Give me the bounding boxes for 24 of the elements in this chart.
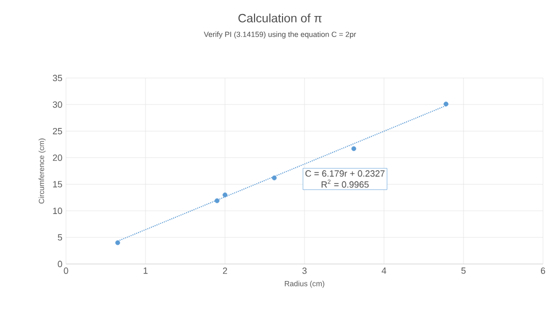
x-tick-label: 1 bbox=[144, 268, 148, 274]
x-tick-label: 3 bbox=[302, 268, 307, 274]
x-tick-label: 0 bbox=[64, 268, 68, 274]
x-tick-label: 4 bbox=[382, 268, 386, 274]
x-tick-label: 5 bbox=[461, 268, 466, 274]
point bbox=[222, 192, 228, 198]
y-tick-label: 15 bbox=[53, 181, 62, 188]
y-tick-label: 10 bbox=[53, 208, 62, 214]
annotation: R$^{2}$ = 0.9965 bbox=[322, 180, 369, 188]
y-tick-label: 35 bbox=[52, 74, 62, 82]
point bbox=[444, 102, 448, 106]
y-tick-label: 25 bbox=[52, 128, 62, 134]
point bbox=[351, 146, 356, 152]
point bbox=[115, 240, 120, 246]
y-tick-label: 0 bbox=[58, 260, 62, 268]
point bbox=[214, 198, 220, 204]
annotation: C = 6.179r + 0.2327 bbox=[305, 170, 385, 177]
point bbox=[272, 176, 277, 180]
x-tick-label: 2 bbox=[222, 268, 228, 274]
y-tick-label: 5 bbox=[58, 234, 62, 241]
y-tick-label: 30 bbox=[52, 101, 62, 108]
y-tick-label: 20 bbox=[52, 154, 62, 161]
chart-title: Calculation of π bbox=[238, 14, 322, 22]
x-tick-label: 6 bbox=[540, 268, 546, 274]
